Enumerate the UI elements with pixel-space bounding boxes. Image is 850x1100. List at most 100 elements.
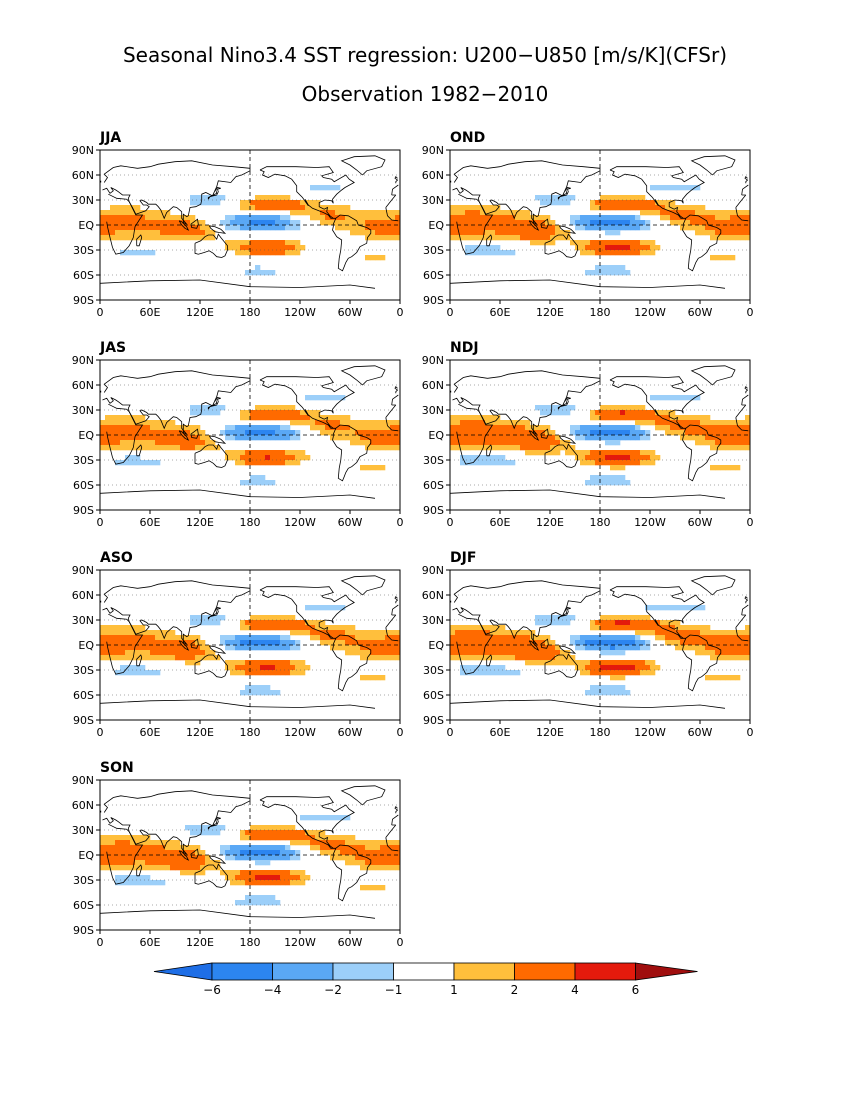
lat-tick-label: EQ [78,639,94,652]
lat-tick-label: 60S [73,269,94,282]
lat-tick-label: 90N [72,564,94,577]
figure-subtitle: Observation 1982−2010 [302,82,549,106]
colorbar-box [332,962,394,981]
colorbar-box [272,962,334,981]
lat-tick-label: 30N [72,404,94,417]
colorbar-label: 6 [632,983,640,997]
lat-tick-label: 60S [73,689,94,702]
lon-tick-label: 0 [97,726,104,739]
lat-tick-label: 90S [423,714,444,727]
lon-tick-label: 0 [447,726,454,739]
lat-tick-label: 60N [72,589,94,602]
lon-tick-label: 120E [186,516,214,529]
colorbar-under-triangle [153,962,213,981]
lat-tick-label: EQ [428,639,444,652]
panel-label: ASO [100,550,133,566]
lat-tick-label: 30S [73,454,94,467]
panel-label: SON [100,760,134,776]
lat-tick-label: 30N [72,824,94,837]
panel-label: OND [450,130,485,146]
lon-tick-label: 0 [97,516,104,529]
lon-tick-label: 0 [447,516,454,529]
lon-tick-label: 60E [140,936,161,949]
lon-tick-label: 60E [140,516,161,529]
lon-tick-label: 0 [97,306,104,319]
lon-tick-label: 60E [490,306,511,319]
lat-tick-label: 30N [72,614,94,627]
lon-tick-label: 0 [747,516,754,529]
lat-tick-label: 60N [72,379,94,392]
lon-tick-label: 0 [397,936,404,949]
lat-tick-label: 90N [72,354,94,367]
lon-tick-label: 180 [240,726,261,739]
lat-tick-label: 90S [423,504,444,517]
lon-tick-label: 180 [590,306,611,319]
lat-tick-label: 30S [423,664,444,677]
panel-label: JAS [99,340,126,356]
lon-tick-label: 180 [240,516,261,529]
lon-tick-label: 60W [338,516,363,529]
lon-tick-label: 120W [284,516,316,529]
colorbar-box [514,962,576,981]
lon-tick-label: 60W [338,936,363,949]
lon-tick-label: 120E [186,936,214,949]
colorbar-box [453,962,515,981]
lon-tick-label: 60W [688,306,713,319]
lat-tick-label: 30S [423,244,444,257]
panel-label: NDJ [450,340,479,356]
panel-label: JJA [99,130,121,146]
colorbar-label: 4 [571,983,579,997]
lat-tick-label: 30N [422,614,444,627]
lat-tick-label: 60S [73,479,94,492]
lon-tick-label: 60W [338,726,363,739]
colorbar-over-triangle [635,962,698,981]
lon-tick-label: 120E [186,306,214,319]
lon-tick-label: 60E [490,516,511,529]
lat-tick-label: 30S [423,454,444,467]
coastlines [100,785,399,919]
lon-tick-label: 120W [284,936,316,949]
lon-tick-label: 60W [688,516,713,529]
lat-tick-label: 60N [72,169,94,182]
lat-tick-label: EQ [78,849,94,862]
colorbar-box [211,962,273,981]
lat-tick-label: 90N [72,144,94,157]
colorbar-label: −6 [203,983,221,997]
lon-tick-label: 60E [140,726,161,739]
lat-tick-label: 30N [72,194,94,207]
lat-tick-label: 60N [422,169,444,182]
lat-tick-label: 90S [73,714,94,727]
lon-tick-label: 60E [140,306,161,319]
colorbar-label: −2 [324,983,342,997]
lat-tick-label: 30S [73,874,94,887]
lon-tick-label: 0 [747,726,754,739]
lon-tick-label: 180 [240,306,261,319]
lon-tick-label: 180 [240,936,261,949]
lat-tick-label: 60N [422,589,444,602]
colorbar: −6 −4 −2 −1 1 2 4 6 [153,962,698,997]
lon-tick-label: 0 [397,516,404,529]
colorbar-box [393,962,455,981]
lat-tick-label: 30N [422,194,444,207]
lat-tick-label: 90S [73,504,94,517]
colorbar-label: −1 [385,983,403,997]
figure-title: Seasonal Nino3.4 SST regression: U200−U8… [123,43,727,67]
lon-tick-label: 120W [284,306,316,319]
lat-tick-label: EQ [78,429,94,442]
lat-tick-label: EQ [78,219,94,232]
lat-tick-label: 60N [422,379,444,392]
lat-tick-label: 90N [422,564,444,577]
lat-tick-label: 60N [72,799,94,812]
lat-tick-label: 30S [73,244,94,257]
lon-tick-label: 120W [634,516,666,529]
lat-tick-label: 60S [423,479,444,492]
lon-tick-label: 120W [634,306,666,319]
